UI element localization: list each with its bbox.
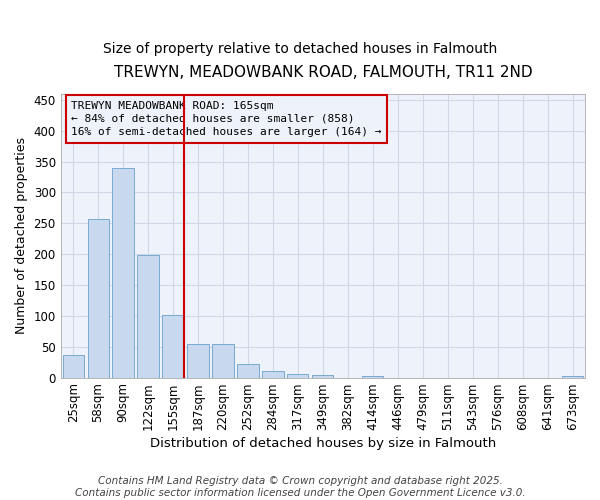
Text: TREWYN MEADOWBANK ROAD: 165sqm
← 84% of detached houses are smaller (858)
16% of: TREWYN MEADOWBANK ROAD: 165sqm ← 84% of …: [71, 101, 382, 137]
Bar: [137, 256, 158, 378]
Bar: [62, 354, 84, 378]
Y-axis label: Number of detached properties: Number of detached properties: [15, 137, 28, 334]
Bar: [312, 375, 334, 378]
Bar: [287, 374, 308, 378]
Text: Size of property relative to detached houses in Falmouth: Size of property relative to detached ho…: [103, 42, 497, 56]
Title: TREWYN, MEADOWBANK ROAD, FALMOUTH, TR11 2ND: TREWYN, MEADOWBANK ROAD, FALMOUTH, TR11 …: [113, 65, 532, 80]
Bar: [187, 344, 209, 378]
Bar: [163, 314, 184, 378]
Bar: [238, 364, 259, 378]
Bar: [262, 372, 284, 378]
Bar: [362, 376, 383, 378]
Bar: [212, 344, 233, 378]
Bar: [112, 168, 134, 378]
Bar: [88, 219, 109, 378]
Bar: [562, 376, 583, 378]
X-axis label: Distribution of detached houses by size in Falmouth: Distribution of detached houses by size …: [150, 437, 496, 450]
Text: Contains HM Land Registry data © Crown copyright and database right 2025.
Contai: Contains HM Land Registry data © Crown c…: [74, 476, 526, 498]
